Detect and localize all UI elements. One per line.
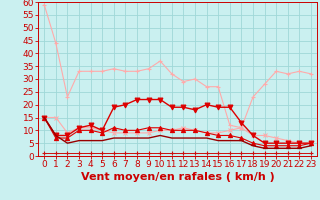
X-axis label: Vent moyen/en rafales ( km/h ): Vent moyen/en rafales ( km/h ): [81, 172, 275, 182]
